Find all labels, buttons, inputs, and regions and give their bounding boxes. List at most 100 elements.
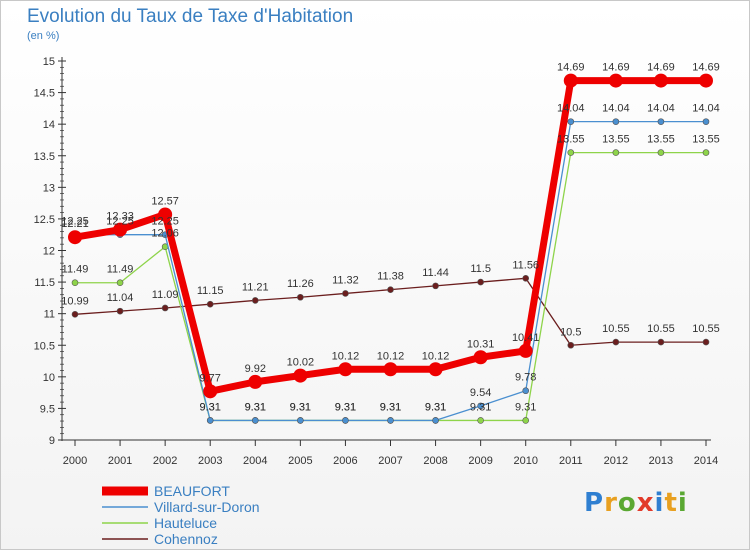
x-tick-label: 2013 [649, 455, 673, 467]
data-point-hauteluce [522, 417, 530, 424]
data-point-beaufort [248, 374, 263, 389]
data-label-villard-sur-doron: 9.31 [380, 401, 401, 413]
data-label-hauteluce: 9.31 [335, 401, 356, 413]
data-label-cohennoz: 11.26 [287, 278, 314, 290]
data-label-hauteluce: 9.31 [515, 401, 536, 413]
data-label-beaufort: 12.57 [151, 195, 179, 207]
data-point-beaufort [428, 362, 443, 377]
legend-label-villard-sur-doron: Villard-sur-Doron [154, 499, 260, 515]
data-label-villard-sur-doron: 9.31 [335, 401, 356, 413]
data-point-villard-sur-doron [387, 417, 394, 424]
data-point-beaufort [518, 343, 533, 358]
data-point-beaufort [203, 384, 218, 399]
data-point-cohennoz [612, 338, 620, 346]
data-label-hauteluce: 9.31 [470, 401, 491, 413]
data-point-villard-sur-doron [612, 118, 620, 125]
data-point-hauteluce [567, 149, 575, 156]
data-point-villard-sur-doron [251, 417, 259, 424]
y-tick-label: 10 [43, 372, 55, 384]
x-tick-label: 2007 [378, 455, 402, 467]
y-tick-label: 12 [43, 246, 55, 258]
legend-swatch-hauteluce [102, 522, 148, 524]
data-label-cohennoz: 11.04 [107, 292, 134, 304]
data-point-villard-sur-doron [432, 417, 439, 424]
data-point-beaufort [158, 207, 173, 222]
data-label-beaufort: 12.21 [61, 218, 89, 230]
data-point-cohennoz [71, 310, 79, 318]
y-tick-label: 15 [43, 56, 55, 68]
data-point-villard-sur-doron [206, 417, 214, 424]
data-point-cohennoz [206, 300, 214, 308]
y-tick-label: 9 [49, 435, 55, 447]
data-point-cohennoz [657, 338, 665, 346]
y-tick-label: 9.5 [40, 403, 55, 415]
data-point-villard-sur-doron [522, 387, 530, 395]
x-tick-label: 2011 [559, 455, 583, 467]
data-point-cohennoz [702, 338, 710, 346]
proxiti-logo: Proxiti [584, 488, 688, 518]
x-tick-label: 2006 [333, 455, 357, 467]
data-label-beaufort: 10.12 [377, 350, 405, 362]
x-tick-label: 2004 [243, 455, 267, 467]
data-point-cohennoz [387, 286, 394, 293]
data-point-cohennoz [477, 278, 484, 286]
data-point-beaufort [653, 73, 668, 88]
data-point-cohennoz [567, 341, 575, 349]
y-tick-label: 13.5 [34, 151, 55, 163]
y-tick-label: 13 [43, 182, 55, 194]
data-label-cohennoz: 10.5 [560, 326, 581, 338]
data-label-hauteluce: 13.55 [602, 134, 630, 146]
legend-label-cohennoz: Cohennoz [154, 531, 218, 547]
data-point-hauteluce [657, 149, 665, 156]
data-label-beaufort: 14.69 [647, 62, 675, 74]
data-label-villard-sur-doron: 12.25 [61, 216, 89, 228]
data-label-hauteluce: 12.06 [151, 228, 179, 240]
data-label-cohennoz: 10.99 [61, 295, 89, 307]
data-label-cohennoz: 11.09 [152, 289, 179, 301]
x-tick-label: 2008 [423, 455, 447, 467]
data-label-villard-sur-doron: 9.31 [290, 401, 311, 413]
data-label-cohennoz: 11.21 [242, 281, 269, 293]
data-point-beaufort [68, 230, 82, 245]
data-label-beaufort: 14.69 [557, 62, 585, 74]
data-point-hauteluce [477, 417, 484, 424]
data-point-beaufort [113, 222, 128, 237]
data-label-cohennoz: 11.38 [377, 271, 404, 283]
legend-swatch-cohennoz [102, 538, 148, 540]
y-tick-label: 10.5 [34, 340, 55, 352]
data-point-cohennoz [161, 304, 169, 312]
data-label-villard-sur-doron: 9.31 [245, 401, 266, 413]
x-tick-label: 2001 [108, 455, 132, 467]
data-label-beaufort: 9.77 [200, 372, 221, 384]
y-tick-label: 14 [43, 119, 55, 131]
data-label-villard-sur-doron: 14.04 [647, 103, 675, 115]
data-label-hauteluce: 9.31 [200, 401, 221, 413]
data-label-cohennoz: 11.32 [332, 274, 359, 286]
data-point-cohennoz [432, 282, 439, 290]
x-tick-label: 2000 [63, 455, 87, 467]
data-label-beaufort: 10.12 [422, 350, 450, 362]
data-point-cohennoz [522, 274, 530, 282]
data-point-beaufort [338, 362, 353, 377]
x-tick-label: 2009 [468, 455, 492, 467]
data-point-villard-sur-doron [477, 402, 484, 410]
data-label-cohennoz: 10.55 [692, 323, 720, 335]
data-label-beaufort: 14.69 [692, 62, 720, 74]
data-label-beaufort: 12.33 [106, 211, 134, 223]
data-label-beaufort: 10.31 [467, 338, 495, 350]
data-point-villard-sur-doron [657, 118, 665, 125]
data-point-hauteluce [71, 279, 79, 287]
data-label-beaufort: 14.69 [602, 62, 630, 74]
chart-subtitle: (en %) [27, 30, 60, 42]
data-point-villard-sur-doron [297, 417, 304, 424]
y-tick-label: 12.5 [34, 214, 55, 226]
data-point-villard-sur-doron [567, 118, 575, 125]
data-label-villard-sur-doron: 14.04 [692, 103, 720, 115]
data-label-hauteluce: 11.49 [62, 264, 89, 276]
y-tick-label: 11.5 [34, 277, 55, 289]
x-tick-label: 2003 [198, 455, 222, 467]
data-point-beaufort [473, 350, 488, 365]
data-label-cohennoz: 11.5 [470, 263, 491, 275]
